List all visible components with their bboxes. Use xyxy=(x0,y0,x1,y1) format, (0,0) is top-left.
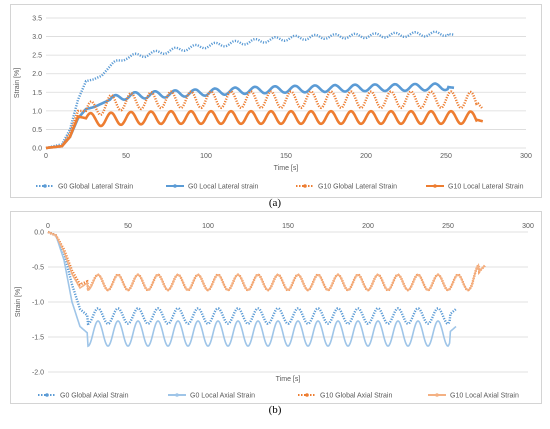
legend-marker xyxy=(43,184,47,188)
legend-marker xyxy=(303,184,307,188)
legend-entry: G10 Global Lateral Strain xyxy=(318,184,397,191)
legend-entry: G0 Local Lateral strain xyxy=(188,184,259,191)
x-tick-label: 250 xyxy=(442,223,454,230)
x-tick-label: 100 xyxy=(202,223,214,230)
y-tick-label: 3.0 xyxy=(32,34,42,41)
legend-marker xyxy=(435,393,439,397)
x-tick-label: 0 xyxy=(46,223,50,230)
y-tick-label: 0.0 xyxy=(32,146,42,153)
legend-entry: G0 Local Axial Strain xyxy=(190,393,255,400)
y-tick-label: 1.0 xyxy=(32,108,42,115)
lateral-strain-chart: 0.0 0.5 1.0 1.5 2.0 2.5 3.0 3.5 0 50 100 150 200 250 3… xyxy=(14,16,532,191)
y-axis-title: Strain [%] xyxy=(14,68,21,98)
axial-strain-chart: 0.0 -0.5 -1.0 -1.5 -2.0 0 50 100 150 200 250 300 Tim… xyxy=(15,223,534,400)
series-line-1 xyxy=(47,230,457,326)
legend-entry: G10 Local Axial Strain xyxy=(450,393,519,400)
y-tick-label: -1.5 xyxy=(32,335,44,342)
series-line-4 xyxy=(47,231,486,292)
legend-entry: G0 Global Axial Strain xyxy=(60,393,129,400)
legend-entry: G0 Global Lateral Strain xyxy=(58,184,133,191)
x-tick-label: 150 xyxy=(282,223,294,230)
legend-marker xyxy=(45,393,49,397)
x-tick-label: 50 xyxy=(122,153,130,160)
x-axis-title: Time [s] xyxy=(276,376,301,383)
legend-marker xyxy=(175,393,179,397)
x-tick-label: 300 xyxy=(522,223,534,230)
legend-marker xyxy=(433,184,437,188)
series-line-1 xyxy=(45,30,455,150)
x-tick-label: 250 xyxy=(440,153,452,160)
y-tick-label: 1.5 xyxy=(32,90,42,97)
x-tick-label: 300 xyxy=(520,153,532,160)
series-line-3 xyxy=(45,90,484,150)
x-tick-label: 50 xyxy=(124,223,132,230)
legend-marker xyxy=(173,184,177,188)
series-line-2 xyxy=(47,231,457,348)
x-axis-title: Time [s] xyxy=(274,165,299,172)
x-tick-label: 200 xyxy=(360,153,372,160)
y-tick-label: 0.0 xyxy=(34,230,44,237)
x-tick-label: 100 xyxy=(200,153,212,160)
series-line-4 xyxy=(45,109,484,150)
series-line-2 xyxy=(45,82,455,150)
x-tick-label: 200 xyxy=(362,223,374,230)
y-tick-label: -1.0 xyxy=(32,300,44,307)
y-tick-label: 0.5 xyxy=(32,127,42,134)
legend-marker xyxy=(305,393,309,397)
chart-panel-b: 0.0 -0.5 -1.0 -1.5 -2.0 0 50 100 150 200 250 300 Tim… xyxy=(10,211,542,404)
legend-entry: G10 Global Axial Strain xyxy=(320,393,392,400)
legend-entry: G10 Local Lateral Strain xyxy=(448,184,524,191)
y-tick-label: -2.0 xyxy=(32,370,44,377)
x-tick-label: 150 xyxy=(280,153,292,160)
y-tick-label: 3.5 xyxy=(32,16,42,23)
y-tick-label: -0.5 xyxy=(32,265,44,272)
y-tick-label: 2.0 xyxy=(32,71,42,78)
x-tick-label: 0 xyxy=(44,153,48,160)
y-axis-title: Strain [%] xyxy=(15,287,22,317)
chart-panel-a: 0.0 0.5 1.0 1.5 2.0 2.5 3.0 3.5 0 50 100 150 200 250 3… xyxy=(10,4,542,198)
panel-caption-a: (a) xyxy=(268,197,282,209)
y-tick-label: 2.5 xyxy=(32,53,42,60)
panel-caption-b: (b) xyxy=(268,404,282,416)
